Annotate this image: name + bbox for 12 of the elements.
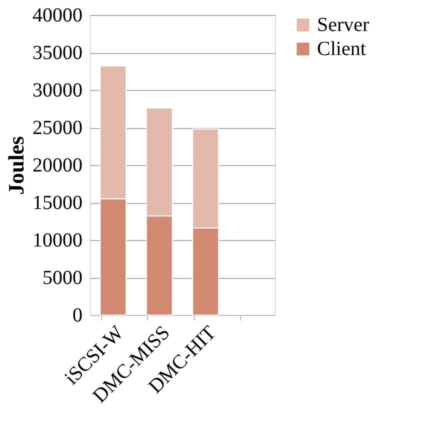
y-tick-label: 15000 (32, 192, 82, 214)
y-tick-label: 25000 (32, 117, 82, 139)
y-tick-label: 40000 (32, 4, 82, 26)
y-tick-label: 30000 (32, 80, 82, 102)
legend-label: Client (317, 38, 366, 60)
legend-label: Server (317, 14, 370, 36)
y-tick-label: 20000 (32, 154, 82, 176)
y-tick-label: 10000 (32, 230, 82, 252)
y-axis-title: Joules (4, 136, 28, 195)
y-tick-label: 35000 (32, 42, 82, 64)
y-tick-label: 5000 (42, 267, 82, 289)
y-tick-label: 0 (72, 304, 82, 326)
